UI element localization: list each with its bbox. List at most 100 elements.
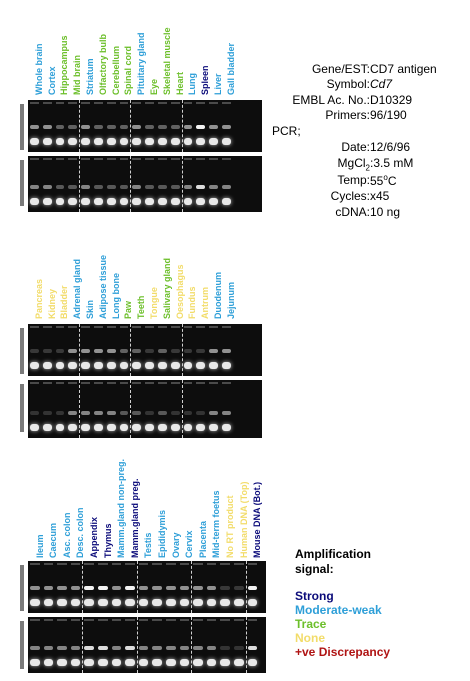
- lane-label: Cortex: [46, 66, 57, 95]
- primer-band: [30, 362, 39, 369]
- primer-band: [145, 138, 154, 145]
- product-band: [30, 586, 40, 590]
- mgcl-value: :3.5 mM: [370, 156, 414, 170]
- product-band: [57, 586, 67, 590]
- gel-well: [166, 619, 176, 621]
- primer-band: [222, 362, 231, 369]
- product-band: [81, 185, 90, 189]
- primer-band: [170, 198, 180, 205]
- date-value: 12/6/96: [370, 140, 411, 154]
- product-band: [68, 125, 78, 129]
- primer-band: [170, 424, 180, 431]
- product-band: [183, 125, 193, 129]
- lane-label: Whole brain: [33, 43, 44, 96]
- primer-band: [222, 198, 231, 205]
- gel-well: [57, 619, 67, 621]
- primer-band: [81, 424, 90, 431]
- product-band: [183, 185, 193, 189]
- product-band: [119, 125, 129, 129]
- product-band: [84, 586, 94, 590]
- lane-label: Skeletal muscle: [161, 27, 172, 95]
- primer-band: [158, 198, 167, 205]
- lane-group-divider: [82, 561, 84, 613]
- gel-well: [220, 563, 230, 565]
- gel-well: [222, 382, 231, 384]
- embl-value: D10329: [370, 93, 413, 107]
- primer-band: [30, 198, 39, 205]
- gel-well: [70, 619, 81, 621]
- product-band: [55, 411, 65, 415]
- gel-well: [209, 102, 218, 104]
- legend-title-line-1: Amplification: [295, 547, 372, 561]
- product-band: [145, 411, 154, 415]
- lane-label: Ileum: [34, 534, 45, 558]
- product-band: [111, 586, 122, 590]
- gel-well: [119, 158, 129, 160]
- gel-well: [196, 158, 206, 160]
- product-band: [132, 349, 142, 353]
- lane-label: Thymus: [102, 523, 113, 558]
- primer-band: [106, 138, 116, 145]
- primer-band: [111, 659, 122, 666]
- gel-well: [106, 102, 116, 104]
- gel-well: [196, 326, 206, 328]
- product-band: [209, 185, 218, 189]
- product-band: [152, 646, 162, 650]
- product-band: [234, 646, 244, 650]
- product-band: [81, 125, 90, 129]
- product-band: [55, 125, 65, 129]
- gel-well: [68, 158, 78, 160]
- gel-well: [119, 382, 129, 384]
- gel-well: [183, 382, 193, 384]
- product-band: [30, 185, 39, 189]
- gel-well: [81, 102, 90, 104]
- gel-well: [111, 563, 122, 565]
- gel-well: [43, 619, 54, 621]
- product-band: [247, 586, 258, 590]
- product-band: [132, 125, 142, 129]
- product-band: [158, 185, 167, 189]
- gel-well: [106, 326, 116, 328]
- gel-well: [193, 619, 203, 621]
- lane-label: Mid-term foetus: [211, 490, 222, 559]
- gel-well: [55, 158, 65, 160]
- lane-label: Cerebellum: [110, 45, 121, 95]
- primer-band: [145, 424, 154, 431]
- symbol-row: Symbol: Cd7: [327, 77, 392, 91]
- gel-well: [152, 563, 162, 565]
- legend-title-line-2: signal:: [295, 562, 334, 576]
- gel-image-panel-2-bottom: [28, 380, 262, 438]
- primer-band: [84, 659, 94, 666]
- product-band: [106, 185, 116, 189]
- gel-well: [220, 619, 230, 621]
- lane-group-divider: [79, 100, 81, 152]
- gel-well: [30, 619, 40, 621]
- primers-value: 96/190: [370, 108, 407, 122]
- gel-well: [98, 619, 108, 621]
- lane-label: Asc. colon: [61, 512, 72, 558]
- lane-label: Desc. colon: [75, 507, 86, 558]
- gel-well: [68, 382, 78, 384]
- product-band: [119, 185, 129, 189]
- product-band: [119, 349, 129, 353]
- primer-band: [222, 424, 231, 431]
- primer-band: [158, 424, 167, 431]
- gel-well: [55, 102, 65, 104]
- lane-label: Pancreas: [33, 278, 44, 319]
- lane-group-divider: [191, 617, 193, 673]
- primer-band: [55, 424, 65, 431]
- primer-band: [125, 659, 135, 666]
- product-band: [98, 586, 108, 590]
- gel-well: [30, 326, 39, 328]
- product-band: [42, 411, 52, 415]
- gel-well: [206, 619, 217, 621]
- date-row: Date: 12/6/96: [341, 140, 411, 154]
- ladder-marker-2a: [20, 328, 24, 374]
- primer-band: [196, 138, 206, 145]
- product-band: [70, 586, 81, 590]
- product-band: [125, 646, 135, 650]
- gel-well: [247, 619, 258, 621]
- product-band: [170, 125, 180, 129]
- gel-well: [138, 563, 149, 565]
- cycles-key: Cycles:: [330, 189, 370, 203]
